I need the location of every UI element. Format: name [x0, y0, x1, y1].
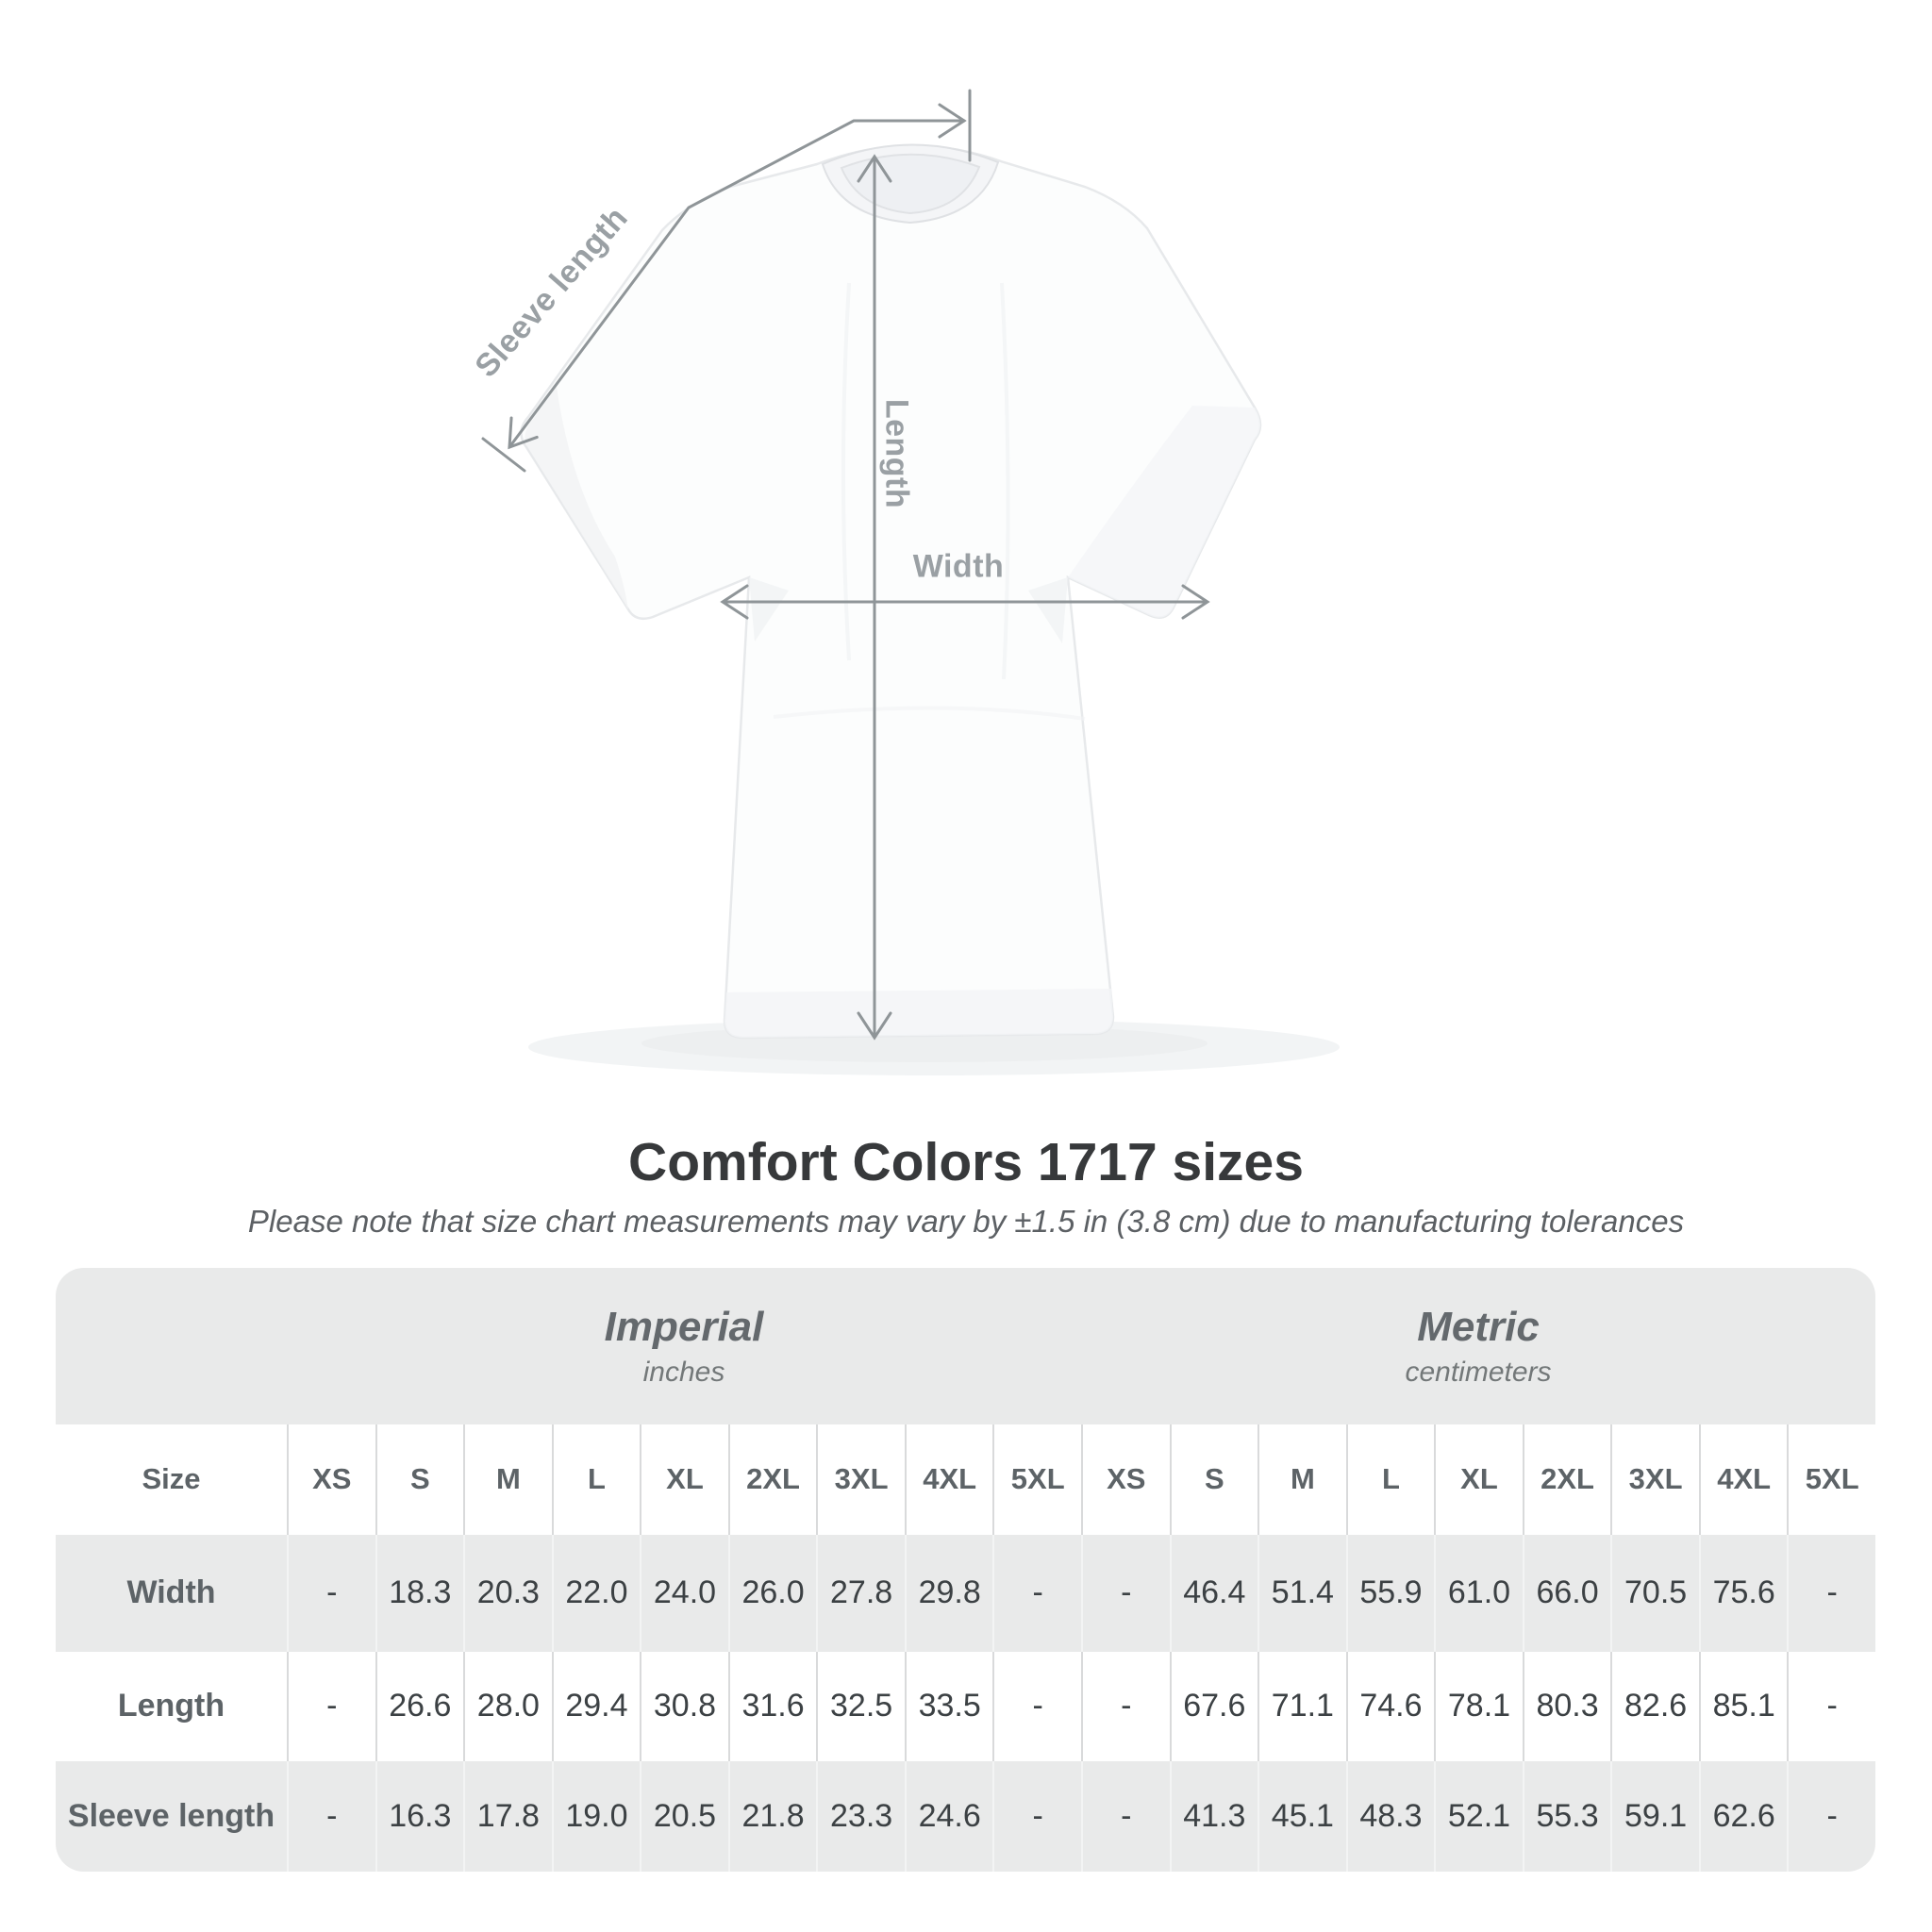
size-table: Imperial inches Metric centimeters Size … [56, 1267, 1875, 1872]
value-cell: 74.6 [1345, 1651, 1435, 1761]
value-cell: 45.1 [1257, 1760, 1346, 1872]
value-cell: - [287, 1651, 375, 1761]
value-cell: 17.8 [463, 1760, 552, 1872]
size-header-cell: XS [287, 1424, 375, 1535]
sleeve-length-dimension-line [481, 89, 972, 473]
value-cell: 18.3 [375, 1534, 464, 1652]
value-cell: 29.8 [904, 1534, 993, 1652]
value-cell: 20.5 [640, 1760, 728, 1872]
value-cell: 41.3 [1169, 1760, 1258, 1872]
value-cell: 33.5 [904, 1651, 993, 1761]
length-dimension-line [857, 154, 892, 1041]
value-cell: 22.0 [551, 1534, 641, 1652]
tshirt-measurement-diagram: Sleeve length Length Width [468, 89, 1340, 1075]
value-cell: 46.4 [1169, 1534, 1258, 1652]
size-header-cell: XS [1081, 1424, 1170, 1535]
size-header-cell: 2XL [1522, 1424, 1611, 1535]
value-cell: - [1081, 1760, 1170, 1872]
value-cell: 23.3 [816, 1760, 905, 1872]
title-block: Comfort Colors 1717 sizes Please note th… [0, 1132, 1932, 1240]
value-cell: 78.1 [1434, 1651, 1523, 1761]
value-cell: 52.1 [1434, 1760, 1523, 1872]
size-header-cell: 5XL [992, 1424, 1081, 1535]
value-cell: 62.6 [1698, 1760, 1788, 1872]
size-header-cell: 3XL [1610, 1424, 1699, 1535]
tshirt-body [520, 144, 1262, 1040]
value-cell: 66.0 [1522, 1534, 1611, 1652]
value-cell: 26.6 [375, 1651, 464, 1761]
value-cell: - [992, 1534, 1081, 1652]
value-cell: 28.0 [463, 1651, 552, 1761]
value-cell: 31.6 [727, 1651, 817, 1761]
group-imperial-unit: inches [642, 1356, 725, 1388]
size-header-cell: 5XL [1787, 1424, 1875, 1535]
value-cell: 82.6 [1610, 1651, 1699, 1761]
value-cell: 51.4 [1257, 1534, 1346, 1652]
width-label: Width [912, 548, 1005, 585]
group-metric-unit: centimeters [1405, 1356, 1552, 1388]
value-cell: - [992, 1760, 1081, 1872]
value-cell: 61.0 [1434, 1534, 1523, 1652]
length-label: Length [878, 398, 915, 509]
row-label-length: Length [56, 1651, 287, 1761]
size-header-cell: 3XL [816, 1424, 905, 1535]
value-cell: 59.1 [1610, 1760, 1699, 1872]
value-cell: 20.3 [463, 1534, 552, 1652]
value-cell: - [1787, 1534, 1875, 1652]
group-header-metric: Metric centimeters [1405, 1268, 1551, 1424]
value-cell: - [287, 1760, 375, 1872]
size-header-cell: XL [640, 1424, 728, 1535]
size-header-cell: 4XL [904, 1424, 993, 1535]
value-cell: 26.0 [727, 1534, 817, 1652]
size-header-cell: 2XL [727, 1424, 817, 1535]
value-cell: - [1081, 1651, 1170, 1761]
value-cell: 21.8 [727, 1760, 817, 1872]
value-cell: - [992, 1651, 1081, 1761]
value-cell: 19.0 [551, 1760, 641, 1872]
page-subtitle: Please note that size chart measurements… [247, 1203, 1685, 1239]
value-cell: 32.5 [816, 1651, 905, 1761]
value-cell: - [1081, 1534, 1170, 1652]
size-header-cell: S [375, 1424, 464, 1535]
value-cell: 27.8 [816, 1534, 905, 1652]
value-cell: 85.1 [1698, 1651, 1788, 1761]
value-cell: 30.8 [640, 1651, 728, 1761]
size-header-cell: XL [1434, 1424, 1523, 1535]
value-cell: 48.3 [1345, 1760, 1435, 1872]
size-header-cell: L [551, 1424, 641, 1535]
row-label-width: Width [56, 1534, 287, 1652]
value-cell: - [1787, 1760, 1875, 1872]
size-column-header: Size [56, 1424, 287, 1535]
page-title: Comfort Colors 1717 sizes [628, 1132, 1304, 1192]
size-header-cell: M [1257, 1424, 1346, 1535]
group-header-imperial: Imperial inches [605, 1268, 764, 1424]
value-cell: - [1787, 1651, 1875, 1761]
tshirt-graphic [481, 89, 1340, 1075]
width-dimension-line [720, 584, 1210, 620]
value-cell: 24.0 [640, 1534, 728, 1652]
value-cell: 80.3 [1522, 1651, 1611, 1761]
value-cell: 16.3 [375, 1760, 464, 1872]
size-header-cell: S [1169, 1424, 1258, 1535]
size-header-cell: 4XL [1698, 1424, 1788, 1535]
value-cell: - [287, 1534, 375, 1652]
value-cell: 55.3 [1522, 1760, 1611, 1872]
group-metric-name: Metric [1417, 1303, 1540, 1350]
value-cell: 29.4 [551, 1651, 641, 1761]
group-imperial-name: Imperial [604, 1303, 764, 1350]
value-cell: 70.5 [1610, 1534, 1699, 1652]
row-label-sleeve-length: Sleeve length [56, 1760, 287, 1872]
size-header-cell: L [1345, 1424, 1435, 1535]
value-cell: 71.1 [1257, 1651, 1346, 1761]
value-cell: 24.6 [904, 1760, 993, 1872]
value-cell: 75.6 [1698, 1534, 1788, 1652]
value-cell: 67.6 [1169, 1651, 1258, 1761]
unit-group-band: Imperial inches Metric centimeters [56, 1267, 1875, 1424]
value-cell: 55.9 [1345, 1534, 1435, 1652]
size-header-cell: M [463, 1424, 552, 1535]
